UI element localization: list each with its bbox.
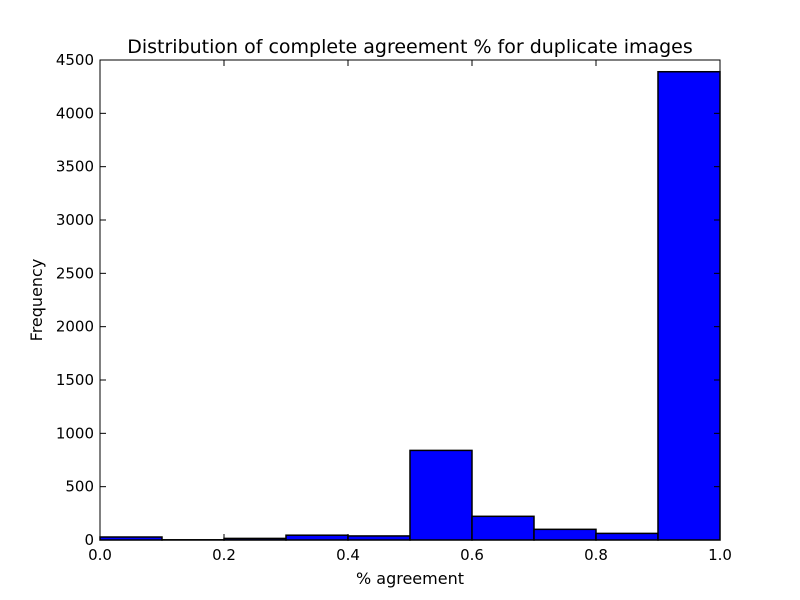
histogram-bar-9 [657,70,721,541]
y-axis-label: Frequency [27,259,46,342]
histogram-bar-6 [471,515,535,541]
x-tick-label: 0.2 [212,546,236,564]
y-tick-label: 3000 [56,211,94,229]
y-axis-ticks: 0 500 1000 1500 2000 2500 3000 3500 4000 4500 [56,51,720,549]
chart-title: Distribution of complete agreement % for… [127,36,693,58]
x-tick-label: 0.4 [336,546,360,564]
histogram-bar-7 [533,528,597,541]
x-axis-label: % agreement [356,569,464,588]
x-tick-label: 0.8 [584,546,608,564]
x-tick-label: 0.6 [460,546,484,564]
x-tick-label: 0.0 [88,546,112,564]
y-tick-label: 0 [84,531,94,549]
y-tick-label: 3500 [56,158,94,176]
histogram-bar-3 [285,534,349,541]
y-tick-label: 4500 [56,51,94,69]
y-tick-label: 2500 [56,264,94,282]
x-tick-label: 1.0 [708,546,732,564]
y-tick-label: 500 [65,478,94,496]
y-tick-label: 1500 [56,371,94,389]
x-axis-ticks: 0.0 0.2 0.4 0.6 0.8 1.0 [88,60,732,564]
y-tick-label: 2000 [56,318,94,336]
histogram-bar-4 [347,535,411,541]
y-tick-label: 4000 [56,104,94,122]
histogram-bar-8 [595,532,659,541]
histogram-bar-5 [409,449,473,541]
plot-frame [99,59,721,541]
y-tick-label: 1000 [56,424,94,442]
bars-group [99,70,721,541]
